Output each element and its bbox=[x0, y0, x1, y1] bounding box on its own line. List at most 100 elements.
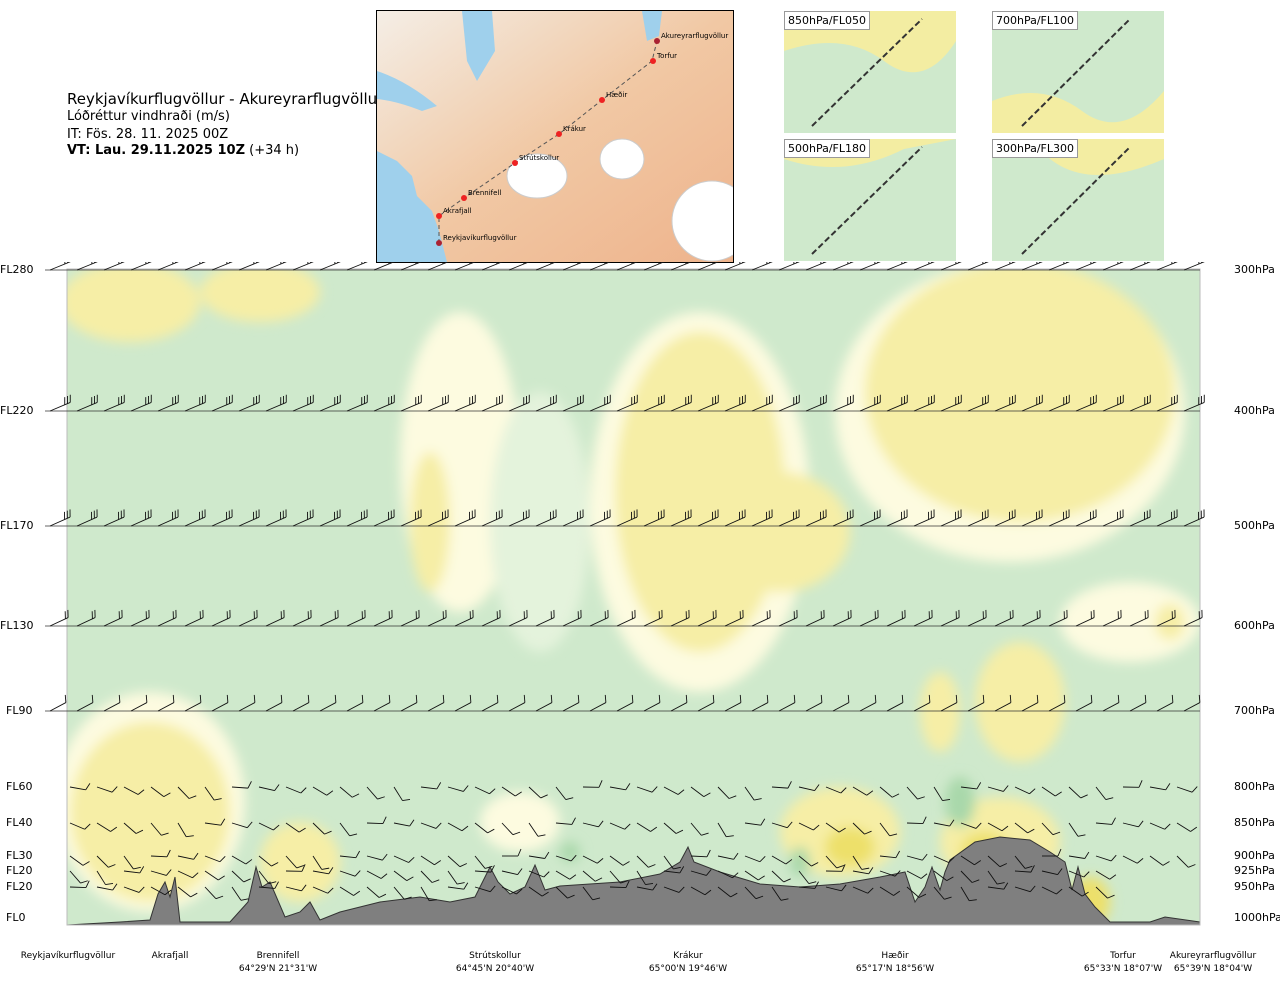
wind-barb bbox=[96, 786, 118, 793]
wind-barb bbox=[501, 868, 523, 876]
wind-barb bbox=[879, 786, 900, 798]
wind-barb bbox=[906, 870, 928, 879]
wind-barb bbox=[643, 509, 665, 527]
wind-barb bbox=[798, 870, 817, 885]
wind-barb bbox=[1183, 694, 1201, 712]
wind-barb bbox=[312, 855, 330, 870]
wind-barb bbox=[751, 262, 773, 271]
route-point bbox=[654, 38, 660, 44]
pressure-tick-label: 925hPa bbox=[1234, 864, 1275, 877]
fl-tick-label: FL130 bbox=[0, 619, 34, 632]
wind-barb bbox=[1183, 262, 1205, 271]
wind-barb bbox=[562, 262, 584, 271]
waypoint-coord: 65°00'N 19°46'W bbox=[648, 964, 728, 974]
fl-tick-label: FL170 bbox=[0, 519, 34, 532]
wind-barb bbox=[724, 509, 746, 527]
wind-barb bbox=[130, 509, 152, 527]
wind-barb bbox=[76, 609, 96, 627]
wind-barb bbox=[292, 509, 314, 527]
thumb-700-label: 700hPa/FL100 bbox=[992, 11, 1079, 30]
route-line bbox=[438, 40, 658, 243]
wind-barb bbox=[76, 262, 98, 271]
wind-barb bbox=[798, 822, 820, 831]
wind-barb bbox=[582, 855, 604, 864]
wind-barb bbox=[1068, 870, 1090, 878]
wind-barb bbox=[805, 694, 823, 712]
wind-barb bbox=[778, 262, 800, 271]
wind-barb bbox=[123, 886, 145, 893]
wind-barb bbox=[204, 786, 222, 801]
wind-barb bbox=[1095, 817, 1116, 825]
wind-barb bbox=[960, 822, 982, 829]
wind-barb bbox=[906, 886, 927, 898]
route-point bbox=[436, 213, 442, 219]
wind-barb bbox=[832, 609, 852, 627]
wind-barb bbox=[150, 886, 172, 896]
wind-barb bbox=[528, 822, 546, 837]
wind-barb bbox=[1156, 694, 1174, 712]
wind-barb bbox=[913, 609, 933, 627]
wind-barb bbox=[751, 694, 769, 712]
wind-barb bbox=[393, 819, 415, 827]
wind-barb bbox=[663, 886, 685, 893]
wind-barb bbox=[184, 694, 202, 712]
wind-barb bbox=[832, 394, 854, 412]
wind-barb bbox=[49, 394, 71, 412]
wind-barb bbox=[940, 394, 962, 412]
wind-barb bbox=[319, 262, 341, 271]
wind-barb bbox=[670, 262, 692, 271]
wind-barb bbox=[832, 694, 850, 712]
wind-barb bbox=[474, 885, 496, 893]
wind-barb bbox=[312, 886, 334, 894]
wind-barb bbox=[103, 694, 121, 712]
wind-barb bbox=[690, 886, 712, 896]
route-point bbox=[599, 97, 605, 103]
wind-barb bbox=[76, 509, 98, 527]
wind-barb bbox=[940, 509, 962, 527]
wind-barb bbox=[562, 694, 580, 712]
thumb-850: 850hPa/FL050 bbox=[784, 11, 956, 133]
wind-barb bbox=[1102, 262, 1124, 271]
wind-barb bbox=[987, 822, 1009, 832]
route-point-label: Krákur bbox=[563, 125, 586, 133]
wind-barb bbox=[852, 822, 872, 835]
wind-barb bbox=[987, 870, 1005, 885]
wind-barb bbox=[285, 855, 305, 869]
wind-barb bbox=[616, 509, 638, 527]
wind-barb bbox=[150, 849, 171, 858]
wind-barb bbox=[265, 609, 285, 627]
wind-barb bbox=[906, 853, 928, 861]
wind-barb bbox=[960, 886, 977, 902]
wind-barb bbox=[184, 394, 206, 412]
wind-barb bbox=[636, 822, 658, 832]
wind-barb bbox=[69, 870, 88, 884]
pressure-tick-label: 950hPa bbox=[1234, 880, 1275, 893]
wind-barb bbox=[717, 852, 739, 860]
wind-barb bbox=[859, 694, 877, 712]
wind-barb bbox=[771, 781, 792, 789]
wind-barb bbox=[967, 262, 989, 271]
route-points: Akureyrarflugvöllur Torfur Hæðir Krákur Strú… bbox=[436, 32, 728, 246]
wind-barb bbox=[879, 850, 901, 859]
wind-barb bbox=[400, 509, 422, 527]
wind-barb bbox=[744, 855, 766, 863]
route-point-label: Strútskollur bbox=[519, 154, 559, 162]
wind-barb bbox=[231, 781, 252, 789]
wind-barb bbox=[265, 394, 287, 412]
wind-barb bbox=[960, 870, 980, 883]
wind-barb bbox=[805, 394, 827, 412]
wind-barb bbox=[454, 609, 474, 627]
wind-barb bbox=[1129, 609, 1149, 627]
wind-barb bbox=[508, 609, 528, 627]
wind-barb bbox=[238, 694, 256, 712]
wind-barb bbox=[1075, 609, 1095, 627]
wind-barb bbox=[211, 609, 231, 627]
wind-barb bbox=[609, 855, 630, 866]
wind-barb bbox=[373, 609, 393, 627]
waypoint-name: Akureyrarflugvöllur bbox=[1169, 951, 1257, 961]
wind-barb bbox=[204, 870, 225, 881]
wind-barb bbox=[535, 509, 557, 527]
wind-barb bbox=[859, 262, 881, 271]
wind-barb bbox=[265, 509, 287, 527]
wind-barb bbox=[555, 870, 577, 880]
